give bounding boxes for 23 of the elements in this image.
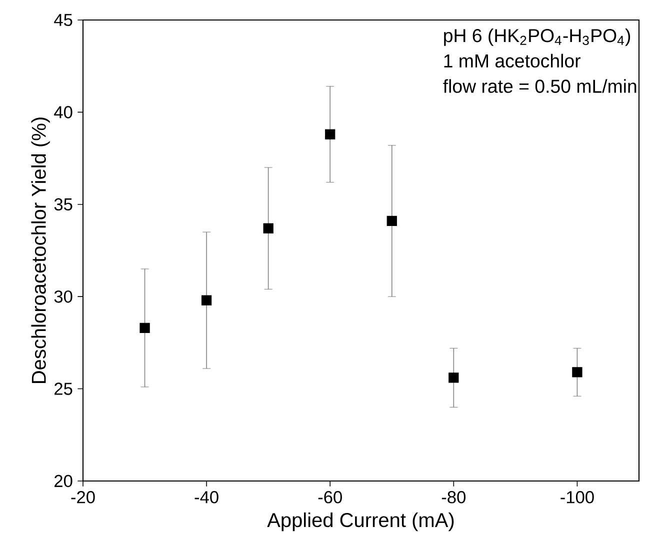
y-tick-label: 45 xyxy=(54,14,72,26)
text: pH 6 (HK$_{2}$PO$_{4}$-H$_{3}$PO$_{4}$) xyxy=(444,28,630,46)
point xyxy=(201,295,212,306)
y-tick-label: 40 xyxy=(54,106,72,118)
y-tick-label: 30 xyxy=(54,290,72,303)
x-tick-label: -100 xyxy=(560,491,594,504)
point xyxy=(140,322,150,334)
x-tick-label: -80 xyxy=(442,491,466,504)
y-axis-title: Deschloroacetochlor Yield (%) xyxy=(31,118,50,383)
y-tick-label: 25 xyxy=(54,382,72,395)
annotation: flow rate = 0.50 mL/min xyxy=(443,79,636,93)
point xyxy=(325,129,336,140)
x-axis-title: Applied Current (mA) xyxy=(267,512,454,532)
y-tick-label: 20 xyxy=(54,474,72,488)
x-tick-label: -40 xyxy=(194,491,218,504)
point xyxy=(448,372,459,383)
x-tick-label: -20 xyxy=(71,491,95,504)
point xyxy=(386,216,397,226)
y-tick-label: 35 xyxy=(54,198,72,211)
point xyxy=(572,367,582,378)
point xyxy=(263,223,274,234)
x-tick-label: -60 xyxy=(318,491,342,504)
annotation: 1 mM acetochlor xyxy=(444,54,581,68)
